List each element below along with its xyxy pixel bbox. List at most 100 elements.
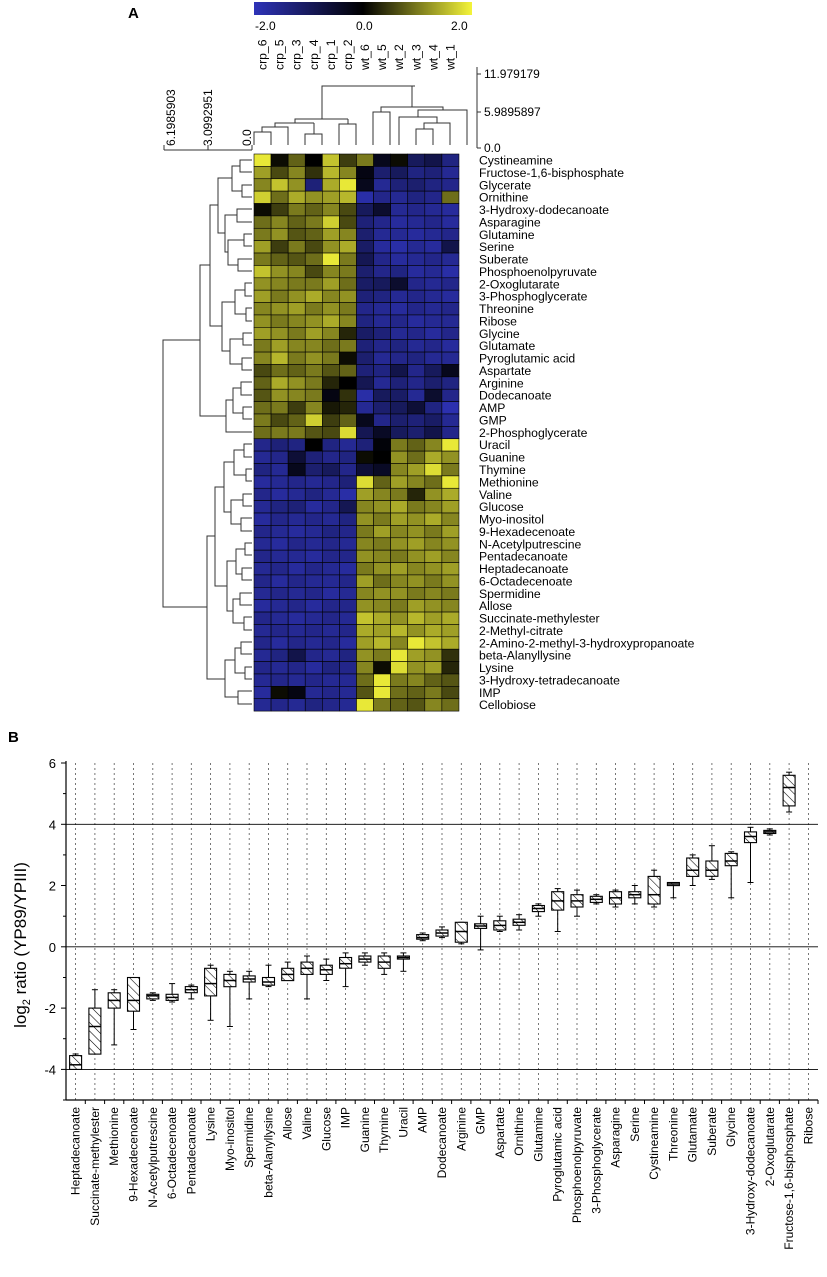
heatmap-cell-glycerate-crp-1 [322, 178, 340, 192]
heatmap-cell-heptadecanoate-wt-6 [356, 562, 374, 576]
heatmap-cell-glutamate-crp-5 [270, 339, 289, 353]
heatmap-cell-arginine-wt-3 [407, 376, 426, 390]
heatmap-cell-succinate-methylester-wt-5 [373, 611, 391, 625]
heatmap-cell-asparagine-wt-2 [390, 215, 409, 229]
heatmap-cell-beta-alanyllysine-wt-3 [407, 648, 426, 662]
heatmap-cell-asparagine-crp-2 [339, 215, 357, 229]
iqr-box-glutamate [686, 857, 700, 877]
heatmap-cell-cystineamine-wt-6 [356, 153, 374, 167]
heatmap-cell-spermidine-wt-3 [407, 586, 426, 600]
heatmap-cell-succinate-methylester-wt-3 [407, 611, 426, 625]
row-label-methionine: Methionine [479, 475, 539, 489]
heatmap-cell-spermidine-crp-6 [253, 586, 272, 600]
heatmap-cell-glycerate-wt-3 [407, 178, 426, 192]
heatmap-cell-2-phosphoglycerate-wt-5 [373, 426, 391, 440]
x-label-lysine: Lysine [204, 1107, 218, 1142]
heatmap-cell-fructose-1-6-bisphosphate-wt-1 [441, 166, 460, 180]
heatmap-cell-methionine-wt-4 [424, 475, 443, 489]
heatmap-cell-threonine-crp-6 [253, 302, 272, 316]
heatmap-cell-pyroglutamic-acid-crp-3 [287, 351, 306, 365]
heatmap-cell-n-acetylputrescine-wt-2 [390, 537, 409, 551]
row-label-phosphoenolpyruvate: Phosphoenolpyruvate [479, 265, 597, 279]
heatmap-cell-cellobiose-wt-6 [356, 698, 374, 712]
heatmap-cell-cystineamine-crp-4 [304, 153, 323, 167]
heatmap-cell-2-oxoglutarate-wt-4 [424, 277, 443, 291]
heatmap-cell-myo-inositol-wt-6 [356, 512, 374, 526]
heatmap-cell-2-methyl-citrate-wt-2 [390, 624, 409, 638]
heatmap-cell-guanine-crp-5 [270, 450, 289, 464]
row-dendrogram-top-upper [209, 159, 252, 371]
heatmap-cell-gmp-crp-3 [287, 413, 306, 427]
row-label-suberate: Suberate [479, 253, 529, 267]
heatmap-column-labels: crp_6 crp_5 crp_3 crp_4 crp_1 crp_2 wt_6 wt_5 wt… [256, 39, 458, 71]
heatmap-cell-glucose-wt-2 [390, 500, 409, 514]
heatmap-cell-spermidine-wt-2 [390, 586, 409, 600]
heatmap-cell-myo-inositol-wt-3 [407, 512, 426, 526]
colorbar: -2.0 0.0 2.0 [254, 2, 472, 33]
heatmap-cell-phosphoenolpyruvate-wt-4 [424, 265, 443, 279]
heatmap-cell-gmp-wt-2 [390, 413, 409, 427]
heatmap-cell-spermidine-wt-1 [441, 586, 460, 600]
heatmap-cell-pyroglutamic-acid-wt-1 [441, 351, 460, 365]
heatmap-cell-amp-wt-1 [441, 401, 460, 415]
box-guanine [358, 952, 372, 966]
heatmap-cell-cystineamine-wt-1 [441, 153, 460, 167]
heatmap-cell-3-hydroxy-dodecanoate-crp-3 [287, 203, 306, 217]
boxplot-axes: -4 -2 0 2 4 6 [44, 756, 819, 1104]
heatmap-cell-succinate-methylester-crp-2 [339, 611, 357, 625]
heatmap-cell-glutamate-crp-4 [304, 339, 323, 353]
heatmap-cell-dodecanoate-wt-1 [441, 388, 460, 402]
colorbar-mid-label: 0.0 [356, 19, 373, 33]
heatmap-cell-glutamine-wt-5 [373, 227, 391, 241]
heatmap-cell-valine-wt-3 [407, 487, 426, 501]
heatmap-cell-2-amino-2-methyl-3-hydroxypropanoate-wt-6 [356, 636, 374, 650]
heatmap-cell-cystineamine-crp-1 [322, 153, 340, 167]
heatmap-cell-fructose-1-6-bisphosphate-wt-4 [424, 166, 443, 180]
column-dendrogram-wt-branch [372, 86, 468, 145]
heatmap-cell-fructose-1-6-bisphosphate-crp-6 [253, 166, 272, 180]
column-label-crp-1: crp_1 [324, 39, 338, 70]
heatmap-cell-pentadecanoate-wt-6 [356, 549, 374, 563]
x-label-serine: Serine [628, 1107, 642, 1142]
heatmap-cell-ribose-crp-6 [253, 314, 272, 328]
box-asparagine [608, 889, 623, 908]
box-glutamate [686, 854, 700, 886]
colorbar-max-label: 2.0 [451, 19, 468, 33]
heatmap-cell-beta-alanyllysine-wt-2 [390, 648, 409, 662]
heatmap-cell-threonine-wt-1 [441, 302, 460, 316]
heatmap-cell-dodecanoate-wt-4 [424, 388, 443, 402]
heatmap-cell-asparagine-wt-5 [373, 215, 391, 229]
heatmap-cell-glutamate-wt-2 [390, 339, 409, 353]
row-label-guanine: Guanine [479, 451, 525, 465]
heatmap-cell-9-hexadecenoate-crp-1 [322, 525, 340, 539]
heatmap-cell-3-phosphoglycerate-wt-1 [441, 289, 460, 303]
heatmap-cell-valine-crp-3 [287, 487, 306, 501]
heatmap-cell-uracil-wt-3 [407, 438, 426, 452]
heatmap-cell-fructose-1-6-bisphosphate-wt-5 [373, 166, 391, 180]
heatmap-cell-ribose-wt-4 [424, 314, 443, 328]
iqr-box-glycine [724, 852, 738, 867]
heatmap-cell-glucose-crp-5 [270, 500, 289, 514]
heatmap-cell-glucose-crp-4 [304, 500, 323, 514]
heatmap-cell-6-octadecenoate-crp-3 [287, 574, 306, 588]
row-label-valine: Valine [479, 488, 512, 502]
heatmap-cell-gmp-crp-4 [304, 413, 323, 427]
heatmap-cell-cellobiose-crp-1 [322, 698, 340, 712]
x-label-gmp: GMP [474, 1107, 488, 1134]
heatmap-cell-uracil-wt-4 [424, 438, 443, 452]
heatmap-cell-2-phosphoglycerate-crp-4 [304, 426, 323, 440]
heatmap-cell-3-phosphoglycerate-wt-4 [424, 289, 443, 303]
row-dendrogram-scale-axis [163, 145, 253, 151]
heatmap-cell-allose-wt-1 [441, 599, 460, 613]
heatmap-cell-2-phosphoglycerate-crp-2 [339, 426, 357, 440]
y-tick-label-0: 0 [49, 940, 56, 955]
heatmap-cell-cellobiose-wt-1 [441, 698, 460, 712]
row-label-spermidine: Spermidine [479, 587, 541, 601]
heatmap-cell-6-octadecenoate-wt-1 [441, 574, 460, 588]
row-label-2-methyl-citrate: 2-Methyl-citrate [479, 624, 563, 638]
heatmap-cell-9-hexadecenoate-wt-1 [441, 525, 460, 539]
heatmap-cell-ribose-wt-1 [441, 314, 460, 328]
box-lysine [204, 964, 218, 1021]
y-axis-title: log2 ratio (YP89/YPIII) [11, 862, 33, 1028]
